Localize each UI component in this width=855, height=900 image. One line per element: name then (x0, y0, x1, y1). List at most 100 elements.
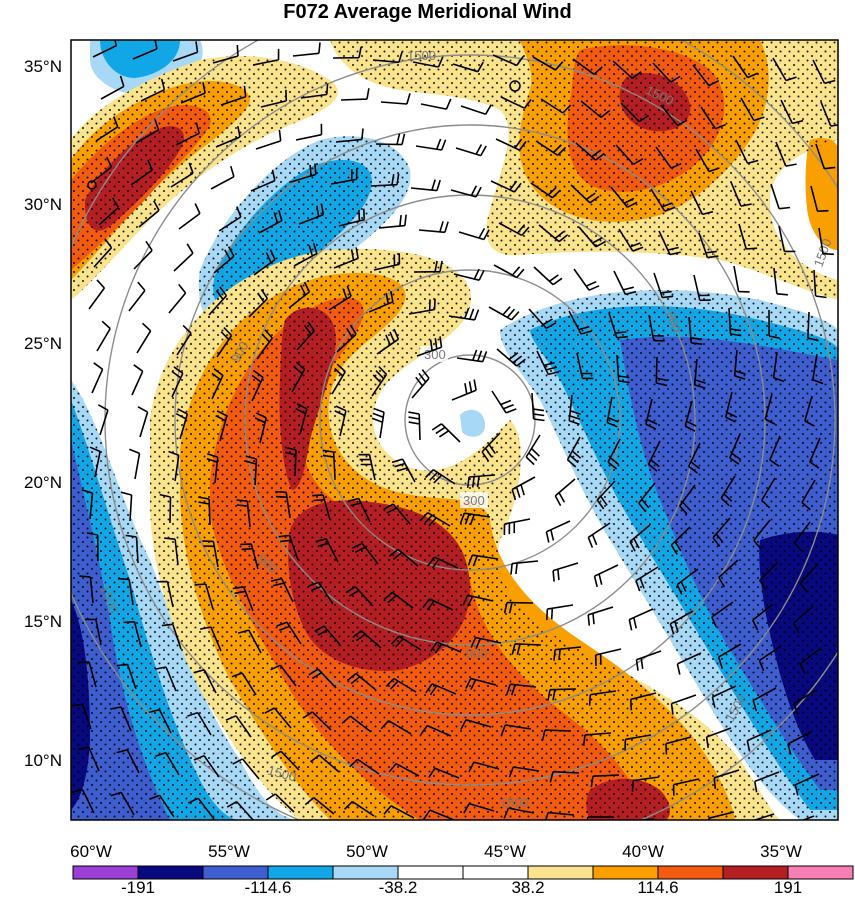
wind-barb (510, 560, 539, 575)
ring-label: 300 (463, 493, 485, 508)
latitude-labels: 35°N 30°N 25°N 20°N 15°N 10°N (24, 57, 62, 770)
wind-barb (334, 405, 347, 437)
wind-barb (419, 512, 451, 527)
wind-barb (346, 672, 377, 691)
wind-barb (568, 394, 581, 425)
wind-barb (292, 42, 321, 57)
wind-barb (608, 312, 628, 339)
wind-barb (295, 403, 308, 435)
wind-barb (459, 512, 491, 526)
wind-barb (248, 288, 269, 318)
wind-barb (199, 626, 222, 652)
wind-barb (245, 455, 258, 486)
wind-barb (552, 562, 579, 582)
wind-barb (345, 586, 374, 607)
wind-barb (820, 101, 838, 127)
wind-barb (638, 482, 656, 513)
wind-barb (110, 791, 135, 816)
colorbar-label: -191 (121, 878, 155, 897)
colorbar (72, 865, 854, 880)
wind-barb (770, 183, 791, 210)
wind-barb (553, 646, 582, 661)
wind-barb (511, 476, 536, 501)
wind-barb (173, 243, 194, 272)
wind-barb (670, 694, 697, 715)
wind-barb (740, 97, 765, 122)
wind-barb (378, 214, 407, 229)
wind-barb (587, 606, 614, 626)
wind-barb (575, 142, 605, 161)
wind-barb (78, 661, 97, 688)
wind-barb (566, 436, 582, 468)
wind-barb (170, 162, 194, 188)
wind-barb (211, 368, 224, 400)
wind-barb (500, 724, 532, 736)
lat-label: 10°N (24, 751, 62, 770)
wind-barb (254, 412, 267, 444)
wind-barb (660, 104, 688, 127)
wind-barb (525, 434, 541, 466)
wind-barb (793, 689, 817, 715)
wind-barb (665, 736, 692, 755)
wind-barb (208, 286, 228, 316)
wind-barb (425, 683, 457, 696)
wind-barb (155, 751, 180, 776)
wind-barb (338, 208, 365, 227)
wind-barb (570, 184, 600, 204)
wind-barb (613, 270, 637, 296)
wind-barb (81, 489, 94, 520)
wind-barb (465, 677, 497, 690)
lat-label: 35°N (24, 57, 62, 76)
wind-barb (380, 93, 411, 105)
wind-barb (455, 144, 487, 157)
wind-barb (693, 358, 706, 389)
wind-barb (693, 274, 711, 302)
wind-barb (322, 449, 336, 479)
wind-barb (804, 395, 815, 427)
wind-barb (768, 309, 780, 339)
wind-barb (175, 408, 189, 440)
wind-barb (624, 734, 652, 751)
wind-barb (448, 307, 480, 321)
wind-barb (578, 226, 606, 248)
wind-barb (746, 729, 772, 752)
wind-barb (370, 173, 400, 187)
northeast-warm-orange (805, 138, 838, 250)
wind-barb (388, 548, 419, 567)
wind-barb (333, 247, 359, 269)
wind-barb (347, 497, 371, 523)
wind-barb (335, 128, 364, 143)
wind-barb (752, 687, 777, 712)
lon-label: 40°W (622, 842, 664, 861)
wind-barb (653, 272, 674, 299)
ring-label: 900 (466, 646, 488, 661)
lat-label: 25°N (24, 334, 62, 353)
wind-barb (193, 754, 220, 778)
wind-barb (549, 770, 580, 783)
wind-barb (572, 58, 603, 75)
wind-barb (123, 621, 142, 648)
wind-barb (554, 478, 576, 506)
wind-barb (676, 652, 702, 675)
wind-barb (576, 352, 594, 380)
wind-barb (676, 568, 699, 595)
wind-barb (358, 453, 376, 481)
wind-barb (672, 778, 700, 796)
wind-barb (635, 650, 662, 671)
wind-barb (631, 776, 660, 792)
lon-label: 55°W (208, 842, 250, 861)
wind-barb (250, 169, 276, 192)
wind-barb (616, 354, 630, 384)
wind-barb (383, 503, 411, 525)
wind-barb (815, 143, 836, 170)
wind-barb (586, 816, 615, 820)
wind-barb (98, 197, 119, 226)
wind-barb (135, 119, 160, 144)
center-blue-eye (460, 409, 485, 437)
wind-barb (799, 563, 819, 593)
wind-barb (296, 321, 316, 351)
wind-barb (612, 60, 642, 79)
wind-barb (812, 353, 824, 385)
wind-barb (328, 285, 352, 311)
